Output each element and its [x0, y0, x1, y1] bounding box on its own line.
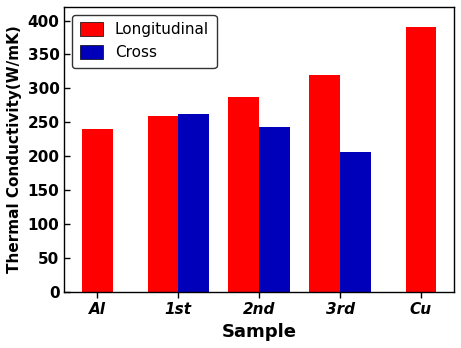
Bar — [148, 116, 178, 292]
Bar — [229, 97, 259, 292]
Bar — [309, 75, 340, 292]
Bar — [340, 152, 371, 292]
X-axis label: Sample: Sample — [222, 323, 297, 341]
Legend: Longitudinal, Cross: Longitudinal, Cross — [72, 15, 217, 68]
Bar — [259, 127, 290, 292]
Bar — [178, 114, 209, 292]
Bar — [82, 129, 113, 292]
Y-axis label: Thermal Conductivity(W/mK): Thermal Conductivity(W/mK) — [7, 26, 22, 274]
Bar — [406, 27, 437, 292]
